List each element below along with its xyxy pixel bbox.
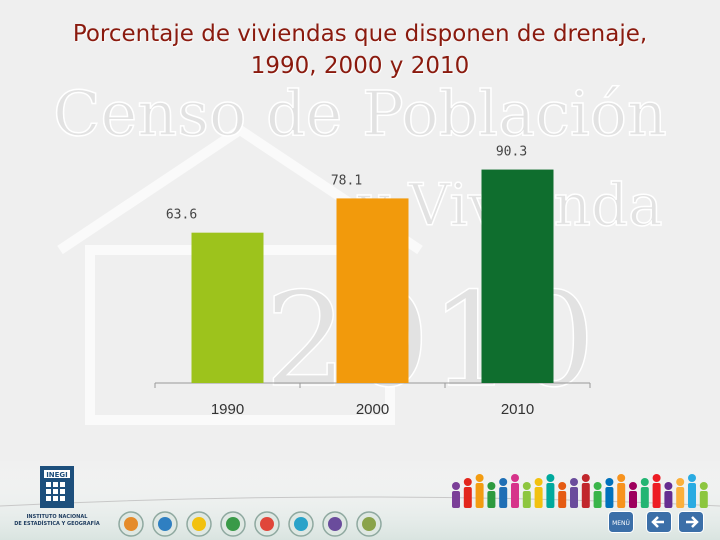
prev-button[interactable] xyxy=(646,511,672,533)
person-icon xyxy=(452,482,460,508)
bar-2010 xyxy=(481,169,554,383)
person-icon xyxy=(463,478,472,508)
section-circle-icon[interactable] xyxy=(322,511,348,537)
person-icon xyxy=(688,474,696,508)
person-icon xyxy=(629,482,637,508)
arrow-left-icon xyxy=(651,516,664,528)
title-line-2: 1990, 2000 y 2010 xyxy=(250,53,470,79)
person-icon xyxy=(664,482,673,508)
menu-button[interactable]: MENÚ xyxy=(608,511,634,533)
next-button[interactable] xyxy=(678,511,704,533)
section-circle-icon[interactable] xyxy=(118,511,144,537)
person-icon xyxy=(699,482,708,508)
section-circle-icon[interactable] xyxy=(356,511,382,537)
section-circle-icon[interactable] xyxy=(220,511,246,537)
tick-label-2010: 2010 xyxy=(501,401,534,418)
person-icon xyxy=(617,474,626,508)
person-icon xyxy=(511,474,519,508)
people-icons xyxy=(452,474,708,508)
person-icon xyxy=(558,482,567,508)
logo-name: INEGI xyxy=(46,471,68,479)
tick-label-1990: 1990 xyxy=(211,401,244,418)
logo-line-2: DE ESTADÍSTICA Y GEOGRAFÍA xyxy=(14,519,100,527)
data-label-2010: 90.3 xyxy=(496,145,527,160)
person-icon xyxy=(522,482,531,508)
inegi-logo: INEGI INSTITUTO NACIONAL DE ESTADÍSTICA … xyxy=(14,466,100,527)
person-icon xyxy=(546,474,555,508)
section-circle-icon[interactable] xyxy=(152,511,178,537)
person-icon xyxy=(652,474,661,508)
section-circle-icon[interactable] xyxy=(186,511,212,537)
watermark-line-1: Censo de Población xyxy=(53,77,667,150)
page-title: Porcentaje de viviendas que disponen de … xyxy=(0,18,720,82)
logo-line-1: INSTITUTO NACIONAL xyxy=(27,514,89,520)
person-icon xyxy=(534,478,543,508)
person-icon xyxy=(581,474,590,508)
person-icon xyxy=(570,478,578,508)
data-label-2000: 78.1 xyxy=(331,173,362,188)
tick-label-2000: 2000 xyxy=(356,401,389,418)
person-icon xyxy=(605,478,614,508)
bar-1990 xyxy=(191,232,264,383)
section-circle-icon[interactable] xyxy=(254,511,280,537)
person-icon xyxy=(475,474,484,508)
person-icon xyxy=(499,478,508,508)
section-icons xyxy=(118,511,382,537)
arrow-right-icon xyxy=(686,516,699,528)
section-circle-icon[interactable] xyxy=(288,511,314,537)
title-line-1: Porcentaje de viviendas que disponen de … xyxy=(72,21,648,47)
person-icon xyxy=(676,478,685,508)
person-icon xyxy=(640,478,649,508)
bar-2000 xyxy=(336,198,409,383)
menu-label: MENÚ xyxy=(612,520,630,527)
person-icon xyxy=(487,482,496,508)
data-label-1990: 63.6 xyxy=(166,208,197,223)
person-icon xyxy=(593,482,602,508)
